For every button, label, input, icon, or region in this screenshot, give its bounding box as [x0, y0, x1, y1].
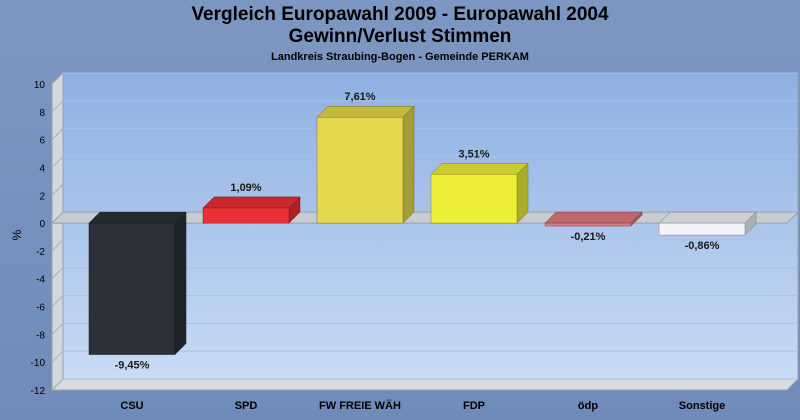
plot-floor	[50, 378, 800, 391]
gridline-side	[51, 267, 64, 280]
gridline-side	[51, 323, 64, 335]
data-label: 1,09%	[230, 182, 261, 194]
plot-side-wall	[51, 71, 64, 392]
bar-side	[174, 211, 187, 356]
y-tick-label: -2	[36, 247, 45, 258]
y-tick-label: -8	[36, 330, 45, 341]
gridline-side	[51, 378, 64, 391]
gridline-side	[51, 100, 64, 113]
x-axis: CSU SPD FW FREIE WÄH FDP ödp Sonstige	[120, 399, 725, 412]
data-label: 3,51%	[458, 148, 489, 160]
bar-side	[402, 105, 415, 224]
y-axis: 10 8 6 4 2 0 -2 -4 -6 -8 -10 -12	[31, 80, 46, 397]
bar-fdp	[430, 162, 529, 224]
gridline-side	[51, 350, 64, 363]
y-tick-label: -4	[36, 275, 45, 286]
chart-subtitle: Landkreis Straubing-Bogen - Gemeinde PER…	[271, 51, 529, 63]
data-label: -0,21%	[571, 231, 606, 243]
bar-front	[316, 116, 404, 224]
gridline-side	[51, 72, 64, 85]
gridline-side	[51, 128, 64, 140]
bar-front	[88, 222, 176, 355]
data-label: -9,45%	[115, 360, 150, 372]
bar-top	[88, 211, 187, 224]
bar-top	[658, 211, 757, 224]
y-tick-label: 0	[39, 219, 45, 230]
y-tick-label: 6	[39, 136, 45, 147]
chart-title: Vergleich Europawahl 2009 - Europawahl 2…	[191, 4, 609, 25]
x-tick-label: FDP	[463, 400, 485, 412]
bars: -9,45% 1,09% 7,61% 3,51% -0,21% -0,86%	[88, 91, 757, 372]
gridlines	[51, 72, 798, 391]
gridline-side	[51, 295, 64, 307]
gridline-side	[51, 156, 64, 168]
y-tick-label: 8	[39, 108, 45, 119]
y-tick-label: 10	[34, 80, 46, 91]
bar-front	[202, 207, 290, 224]
bar-sonstige	[658, 211, 757, 236]
y-tick-label: -12	[31, 386, 46, 397]
bar-top	[544, 211, 643, 224]
y-tick-label: -6	[36, 303, 45, 314]
data-label: -0,86%	[685, 240, 720, 252]
bar-spd	[202, 196, 301, 224]
y-tick-label: 2	[39, 191, 45, 202]
x-tick-label: FW FREIE WÄH	[319, 399, 401, 412]
bar-top	[430, 163, 529, 175]
x-tick-label: ödp	[578, 400, 598, 412]
bar-top	[202, 196, 301, 209]
bar-csu	[88, 211, 187, 356]
y-tick-label: 4	[39, 163, 45, 174]
bar-top	[316, 105, 415, 118]
bar-fw-freie-w-h	[316, 105, 415, 224]
x-tick-label: CSU	[120, 400, 143, 412]
y-tick-label: -10	[31, 358, 46, 369]
bar-front	[658, 222, 746, 236]
chart-titles: Vergleich Europawahl 2009 - Europawahl 2…	[0, 0, 800, 63]
y-axis-label: %	[10, 229, 24, 240]
x-tick-label: Sonstige	[679, 400, 725, 412]
gridline-side	[51, 239, 64, 252]
bar-front	[544, 222, 632, 227]
bar-front	[430, 174, 518, 224]
chart-title-line2: Gewinn/Verlust Stimmen	[288, 26, 512, 47]
bar--dp	[544, 211, 643, 227]
gridline-side	[51, 183, 64, 196]
data-label: 7,61%	[344, 91, 375, 103]
x-tick-label: SPD	[235, 400, 258, 412]
